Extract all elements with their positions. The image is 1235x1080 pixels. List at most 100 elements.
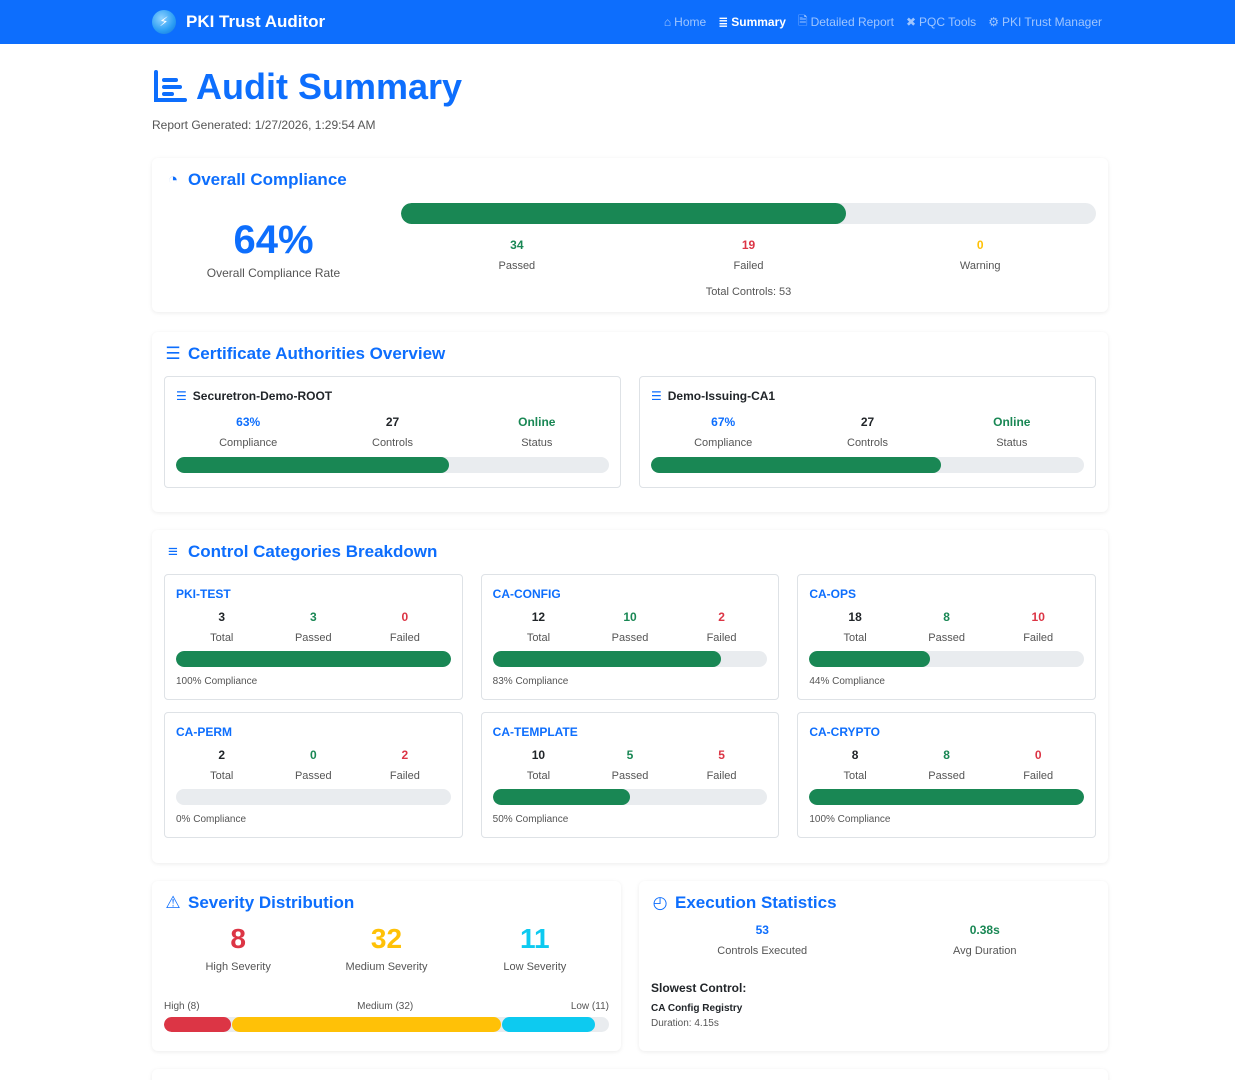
- category-card[interactable]: CA-TEMPLATE 10 Total 5 Passed 5 Failed 50% …: [480, 712, 780, 838]
- ca-status-label: Status: [996, 437, 1028, 449]
- category-failed: 0: [1034, 748, 1042, 762]
- navbar: ⚡ PKI Trust Auditor ⌂ Home ≣ Summary 🗎 Deta…: [0, 0, 1235, 44]
- severity-title: ⚠ Severity Distribution: [164, 893, 609, 913]
- ca-progress-bar: [651, 457, 1084, 473]
- medium-severity-label: Medium Severity: [345, 961, 428, 973]
- overall-compliance-card: ◔ Overall Compliance 64% Overall Complia…: [152, 158, 1108, 312]
- control-categories-card: ≡ Control Categories Breakdown PKI-TEST …: [152, 530, 1108, 863]
- passed-stat: 34 Passed: [401, 238, 633, 272]
- failed-stat: 19 Failed: [633, 238, 865, 272]
- report-generated: Report Generated: 1/27/2026, 1:29:54 AM: [152, 118, 376, 132]
- severity-bar-high: [164, 1017, 232, 1032]
- ca-compliance: 67%: [711, 415, 736, 429]
- ca-status: Online: [518, 415, 556, 429]
- category-compliance: 83% Compliance: [492, 676, 569, 687]
- category-passed: 5: [626, 748, 634, 762]
- failed-label: Failed: [733, 260, 764, 272]
- nav-pki-trust-manager-label: PKI Trust Manager: [1001, 15, 1102, 29]
- category-compliance: 50% Compliance: [492, 814, 569, 825]
- category-progress-bar: [809, 789, 1084, 805]
- category-total: 8: [851, 748, 859, 762]
- nav-menu: ⌂ Home ≣ Summary 🗎 Detailed Report ✖ PQC Too…: [664, 12, 1102, 33]
- ca-overview-title-text: Certificate Authorities Overview: [188, 344, 446, 363]
- total-controls: Total Controls: 53: [705, 286, 792, 298]
- category-name: CA-TEMPLATE: [492, 725, 578, 739]
- layers-icon: ≡: [168, 542, 178, 561]
- category-passed: 8: [943, 748, 950, 762]
- brand-name: PKI Trust Auditor: [186, 12, 326, 31]
- category-name: CA-CRYPTO: [809, 725, 880, 739]
- category-name: CA-CONFIG: [492, 587, 561, 601]
- execution-title-text: Execution Statistics: [675, 893, 837, 912]
- legend-medium: Medium (32): [357, 1001, 414, 1012]
- chart-bar-icon: ≣: [718, 15, 729, 29]
- overall-title-text: Overall Compliance: [188, 170, 347, 189]
- ca-card[interactable]: ☰ Demo-Issuing-CA1 67% Compliance 27 Contro…: [639, 376, 1096, 488]
- failed-count: 19: [741, 238, 756, 252]
- category-total: 10: [531, 748, 546, 762]
- total-label: Total: [526, 770, 551, 782]
- page-title-text: Audit Summary: [196, 66, 463, 107]
- slowest-control-heading: Slowest Control:: [651, 981, 747, 995]
- nav-pqc-tools-label: PQC Tools: [919, 15, 977, 29]
- passed-count: 34: [510, 238, 524, 252]
- page-title: Audit Summary: [152, 66, 1108, 108]
- category-progress-fill: [492, 651, 721, 667]
- severity-legend: High (8) Medium (32) Low (11): [164, 1001, 609, 1012]
- ca-compliance: 63%: [236, 415, 261, 429]
- category-failed: 2: [401, 748, 409, 762]
- category-failed: 10: [1031, 610, 1045, 624]
- category-card[interactable]: PKI-TEST 3 Total 3 Passed 0 Failed 100% Com…: [164, 574, 463, 700]
- ca-controls: 27: [385, 415, 400, 429]
- severity-bar-low: [501, 1017, 595, 1032]
- nav-summary[interactable]: ≣ Summary: [718, 15, 786, 29]
- brand[interactable]: ⚡ PKI Trust Auditor: [152, 10, 325, 34]
- overall-rate-label: Overall Compliance Rate: [206, 266, 341, 280]
- category-passed: 0: [309, 748, 317, 762]
- nav-detailed-report[interactable]: 🗎 Detailed Report: [798, 12, 894, 33]
- total-label: Total: [210, 770, 234, 782]
- server-icon: ☰: [165, 344, 181, 363]
- overall-progress-fill: [401, 203, 846, 224]
- total-label: Total: [526, 632, 551, 644]
- category-card[interactable]: CA-PERM 2 Total 0 Passed 2 Failed 0% Compli…: [164, 712, 463, 838]
- category-compliance: 44% Compliance: [809, 676, 885, 687]
- nav-pki-trust-manager[interactable]: ⚙ PKI Trust Manager: [988, 15, 1102, 29]
- severity-bar: [164, 1017, 609, 1032]
- total-label: Total: [843, 770, 867, 782]
- category-progress-bar: [492, 789, 768, 805]
- category-progress-bar: [809, 651, 1084, 667]
- severity-bar-medium: [232, 1017, 501, 1032]
- category-progress-bar: [492, 651, 768, 667]
- warning-label: Warning: [959, 260, 1001, 272]
- nav-home-label: Home: [674, 15, 707, 29]
- category-card[interactable]: CA-OPS 18 Total 8 Passed 10 Failed 44% Comp…: [797, 574, 1096, 700]
- failed-label: Failed: [389, 632, 420, 644]
- passed-label: Passed: [928, 632, 965, 644]
- controls-executed-label: Controls Executed: [717, 945, 808, 957]
- ca-overview-card: ☰ Certificate Authorities Overview ☰ Secu…: [152, 332, 1108, 512]
- clock-icon: ◴: [652, 893, 668, 912]
- overall-rate: 64%: [233, 218, 314, 262]
- total-label: Total: [210, 632, 234, 644]
- lightning-globe-icon: ⚡: [152, 10, 176, 34]
- warning-stat: 0 Warning: [864, 238, 1096, 272]
- category-card[interactable]: CA-CRYPTO 8 Total 8 Passed 0 Failed 100% Co…: [797, 712, 1096, 838]
- gauge-icon: ◔: [167, 170, 179, 189]
- server-icon: ☰: [651, 389, 662, 403]
- category-progress-bar: [176, 651, 451, 667]
- category-name: CA-OPS: [809, 587, 856, 601]
- passed-label: Passed: [294, 632, 332, 644]
- category-total: 2: [218, 748, 226, 762]
- legend-high: High (8): [164, 1001, 200, 1012]
- category-card[interactable]: CA-CONFIG 12 Total 10 Passed 2 Failed 83% C…: [480, 574, 780, 700]
- server-icon: ☰: [176, 389, 187, 403]
- execution-statistics-card: ◴ Execution Statistics 53 Controls Execut…: [639, 881, 1108, 1051]
- failed-label: Failed: [389, 770, 420, 782]
- category-total: 18: [848, 610, 862, 624]
- ca-card[interactable]: ☰ Securetron-Demo-ROOT 63% Compliance 27 Co…: [164, 376, 621, 488]
- nav-pqc-tools[interactable]: ✖ PQC Tools: [906, 15, 976, 29]
- execution-title: ◴ Execution Statistics: [651, 893, 1096, 913]
- category-failed: 0: [401, 610, 409, 624]
- nav-home[interactable]: ⌂ Home: [664, 15, 706, 29]
